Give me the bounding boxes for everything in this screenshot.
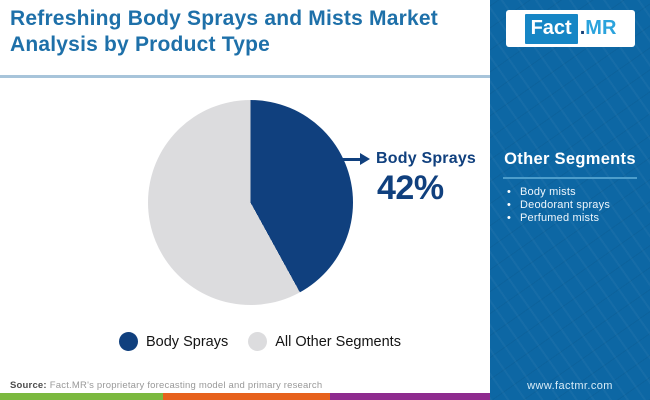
header-divider [0,75,490,78]
callout-arrowhead-icon [360,153,370,165]
source-label: Source: [10,380,47,391]
source-text: Fact.MR's proprietary forecasting model … [49,380,323,391]
legend-item-body-sprays: Body Sprays [119,332,228,351]
legend-label: All Other Segments [275,333,401,350]
list-item: Perfumed mists [507,212,610,225]
list-item: Deodorant sprays [507,199,610,212]
legend-swatch-all-other-segments [248,332,268,351]
callout-arrow-icon [340,158,362,161]
other-segments-list: Body mists Deodorant sprays Perfumed mis… [507,186,610,224]
main-panel: Refreshing Body Sprays and Mists Market … [0,7,490,400]
bar-segment-orange [163,393,330,400]
legend-label: Body Sprays [146,333,229,350]
legend-swatch-body-sprays [119,332,138,351]
website-link[interactable]: www.factmr.com [527,380,613,392]
callout-value: 42% [377,169,444,207]
sidebar-heading-rule [503,177,637,179]
factmr-logo: Fact . MR [506,10,635,47]
bar-segment-purple [330,393,490,400]
sidebar-heading: Other Segments [504,150,636,168]
list-item: Body mists [507,186,610,199]
bar-segment-green [0,393,163,400]
bottom-color-bar [0,393,490,400]
sidebar: Fact . MR Other Segments Body mists Deod… [490,0,650,400]
legend-item-all-other-segments: All Other Segments [248,332,401,351]
logo-dot: . [579,17,586,39]
logo-fact-box: Fact [524,13,578,44]
source-note: Source: Fact.MR's proprietary forecasting… [10,380,322,391]
callout-label: Body Sprays [376,150,477,167]
pie-chart [148,100,353,305]
logo-mr: MR [585,17,617,39]
page-title: Refreshing Body Sprays and Mists Market … [10,7,438,57]
chart-legend: Body Sprays All Other Segments [119,332,401,351]
